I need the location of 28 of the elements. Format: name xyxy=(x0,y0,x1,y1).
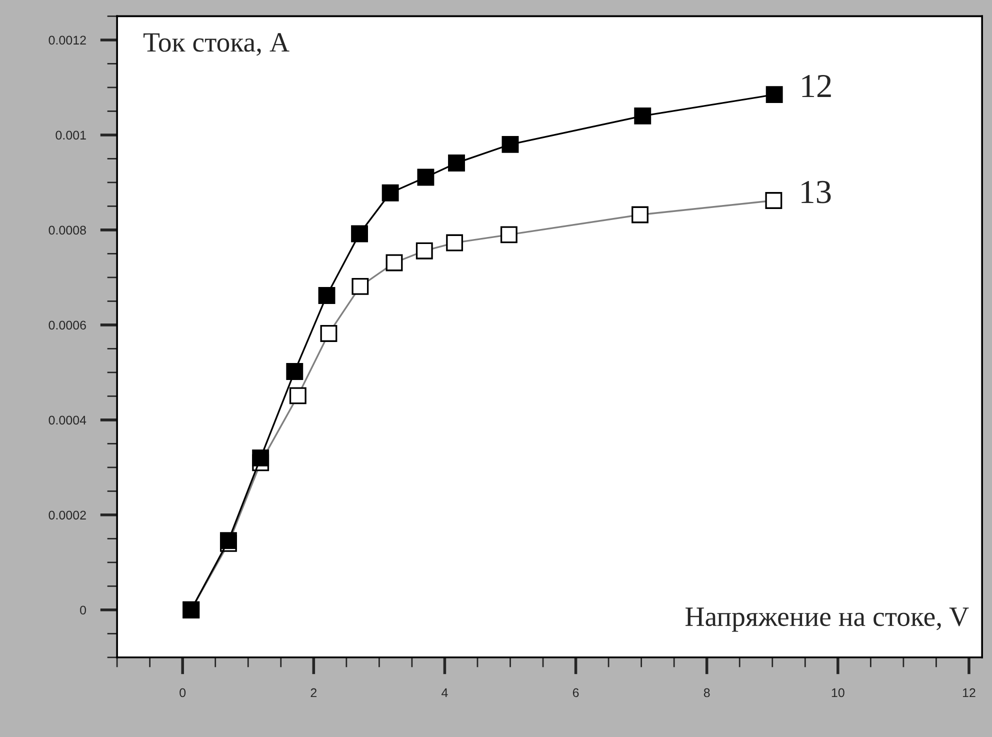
point xyxy=(634,107,652,124)
point xyxy=(766,86,783,104)
y-tick-label: 0.001 xyxy=(56,130,86,140)
y-tick-label: 0.0004 xyxy=(48,416,86,425)
point xyxy=(502,136,519,153)
x-axis-title: Напряжение на стоке, V xyxy=(686,608,969,632)
point xyxy=(252,449,270,466)
point xyxy=(351,225,368,242)
series-label: 13 xyxy=(802,180,831,204)
x-tick-label: 12 xyxy=(962,688,976,698)
y-tick-label: 0.0002 xyxy=(48,510,86,520)
point xyxy=(382,184,399,202)
series-label: 12 xyxy=(802,74,831,98)
y-tick-label: 0.0008 xyxy=(48,226,86,235)
x-tick-label: 4 xyxy=(442,688,448,698)
x-tick-label: 6 xyxy=(572,688,579,698)
y-tick-label: 0 xyxy=(80,606,86,615)
y-tick-label: 0.0006 xyxy=(48,320,86,330)
y-axis-title: Ток стока, А xyxy=(144,33,290,56)
x-tick-label: 8 xyxy=(704,688,710,698)
point xyxy=(448,154,465,172)
x-tick-label: 2 xyxy=(310,688,316,698)
x-tick-label: 0 xyxy=(180,688,186,698)
y-tick-label: 0.0012 xyxy=(48,36,86,45)
point xyxy=(417,168,434,186)
x-tick-label: 10 xyxy=(832,688,844,698)
point xyxy=(286,363,304,380)
point xyxy=(318,287,336,304)
